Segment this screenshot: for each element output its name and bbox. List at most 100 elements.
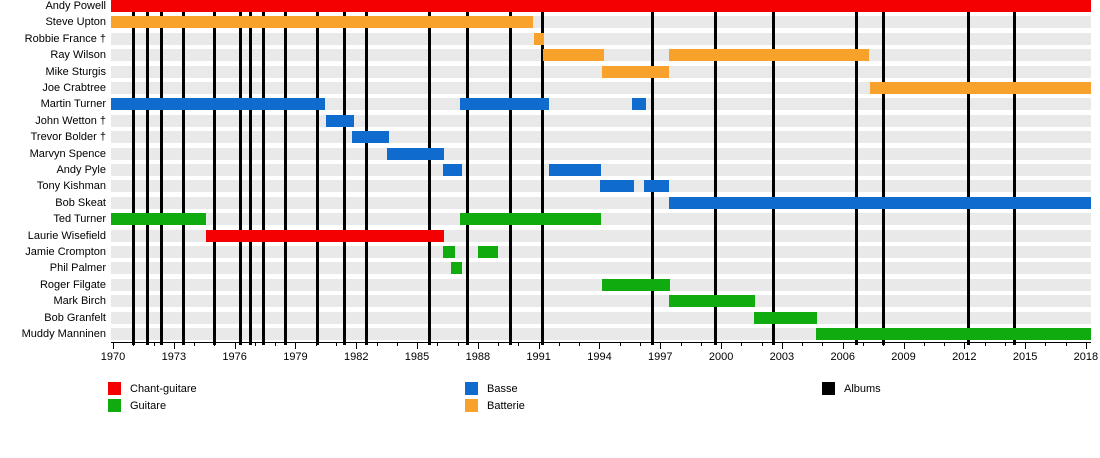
x-axis-minor-tick: [1004, 342, 1006, 346]
membership-bar: [443, 164, 462, 176]
x-axis-tick-label: 2000: [708, 351, 734, 363]
x-axis-tick-label: 2009: [891, 351, 916, 363]
album-marker-line: [427, 0, 431, 345]
x-axis-minor-tick: [700, 342, 702, 346]
member-name-label: Andy Pyle: [56, 164, 106, 176]
x-axis-tick-label: 1979: [283, 351, 308, 363]
member-name-label: Mark Birch: [53, 295, 106, 307]
row-band: [111, 295, 1091, 307]
x-axis-minor-tick: [153, 342, 155, 346]
x-axis-minor-tick: [984, 342, 986, 346]
x-axis-line: [111, 342, 1091, 343]
membership-bar: [816, 328, 1091, 340]
membership-bar: [111, 213, 207, 225]
album-marker-line: [1013, 0, 1017, 345]
x-axis-major-tick: [903, 342, 905, 349]
album-marker-line: [713, 0, 717, 345]
x-axis-major-tick: [417, 342, 419, 349]
x-axis-tick-label: 1976: [222, 351, 247, 363]
member-name-label: Laurie Wisefield: [27, 230, 106, 242]
x-axis-major-tick: [113, 342, 115, 349]
album-marker-line: [342, 0, 346, 345]
x-axis-minor-tick: [558, 342, 560, 346]
membership-bar: [325, 115, 355, 127]
x-axis-major-tick: [173, 342, 175, 349]
legend-label: Albums: [844, 383, 881, 395]
legend-swatch-chant-guitare: [108, 382, 121, 395]
membership-bar: [601, 279, 671, 291]
album-marker-line: [650, 0, 654, 345]
membership-bar: [111, 16, 533, 28]
row-band: [111, 312, 1091, 324]
row-band: [111, 82, 1091, 94]
x-axis-major-tick: [356, 342, 358, 349]
membership-bar: [753, 312, 818, 324]
member-name-label: Roger Filgate: [39, 279, 106, 291]
x-axis-major-tick: [538, 342, 540, 349]
x-axis-tick-label: 1991: [526, 351, 551, 363]
x-axis-tick-label: 2003: [769, 351, 795, 363]
membership-bar: [477, 246, 499, 258]
x-axis-minor-tick: [133, 342, 135, 346]
x-axis-tick-label: 2006: [830, 351, 855, 363]
x-axis-major-tick: [234, 342, 236, 349]
membership-bar: [386, 148, 445, 160]
membership-bar: [669, 49, 870, 61]
x-axis-major-tick: [964, 342, 966, 349]
x-axis-minor-tick: [214, 342, 216, 346]
album-marker-line: [466, 0, 470, 345]
album-marker-line: [261, 0, 265, 345]
x-axis-minor-tick: [376, 342, 378, 346]
membership-bar: [111, 98, 325, 110]
membership-bar: [542, 49, 604, 61]
row-band: [111, 33, 1091, 45]
legend-label: Chant-guitare: [130, 383, 197, 395]
album-marker-line: [160, 0, 164, 345]
membership-bar: [111, 0, 1091, 12]
x-axis-tick-label: 2015: [1012, 351, 1038, 363]
x-axis-major-tick: [1085, 342, 1087, 349]
membership-bar: [631, 98, 647, 110]
legend-swatch-batterie: [465, 399, 478, 412]
album-marker-line: [541, 0, 545, 345]
x-axis-major-tick: [295, 342, 297, 349]
membership-bar: [601, 66, 670, 78]
album-marker-line: [966, 0, 970, 345]
x-axis-minor-tick: [741, 342, 743, 346]
x-axis-minor-tick: [619, 342, 621, 346]
x-axis-minor-tick: [944, 342, 946, 346]
x-axis-minor-tick: [498, 342, 500, 346]
x-axis-minor-tick: [680, 342, 682, 346]
x-axis-minor-tick: [275, 342, 277, 346]
x-axis-minor-tick: [761, 342, 763, 346]
membership-bar: [206, 230, 445, 242]
x-axis-tick-label: 2018: [1073, 351, 1099, 363]
x-axis-major-tick: [477, 342, 479, 349]
x-axis-major-tick: [781, 342, 783, 349]
album-marker-line: [316, 0, 320, 345]
x-axis-major-tick: [660, 342, 662, 349]
x-axis-minor-tick: [1065, 342, 1067, 346]
x-axis-minor-tick: [640, 342, 642, 346]
album-marker-line: [364, 0, 368, 345]
album-marker-line: [772, 0, 776, 345]
row-band: [111, 148, 1091, 160]
row-band: [111, 98, 1091, 110]
x-axis-minor-tick: [335, 342, 337, 346]
member-name-label: Marvyn Spence: [29, 148, 106, 160]
x-axis-minor-tick: [802, 342, 804, 346]
album-marker-line: [249, 0, 253, 345]
member-name-label: Joe Crabtree: [42, 82, 106, 94]
x-axis-minor-tick: [315, 342, 317, 346]
member-name-label: Phil Palmer: [49, 262, 106, 274]
x-axis-minor-tick: [437, 342, 439, 346]
member-name-label: Mike Sturgis: [45, 66, 106, 78]
x-axis-major-tick: [1025, 342, 1027, 349]
row-band: [111, 66, 1091, 78]
member-name-label: Bob Granfelt: [44, 312, 106, 324]
x-axis-tick-label: 1973: [161, 351, 187, 363]
membership-bar: [533, 33, 544, 45]
x-axis-tick-label: 1994: [587, 351, 612, 363]
x-axis-major-tick: [842, 342, 844, 349]
